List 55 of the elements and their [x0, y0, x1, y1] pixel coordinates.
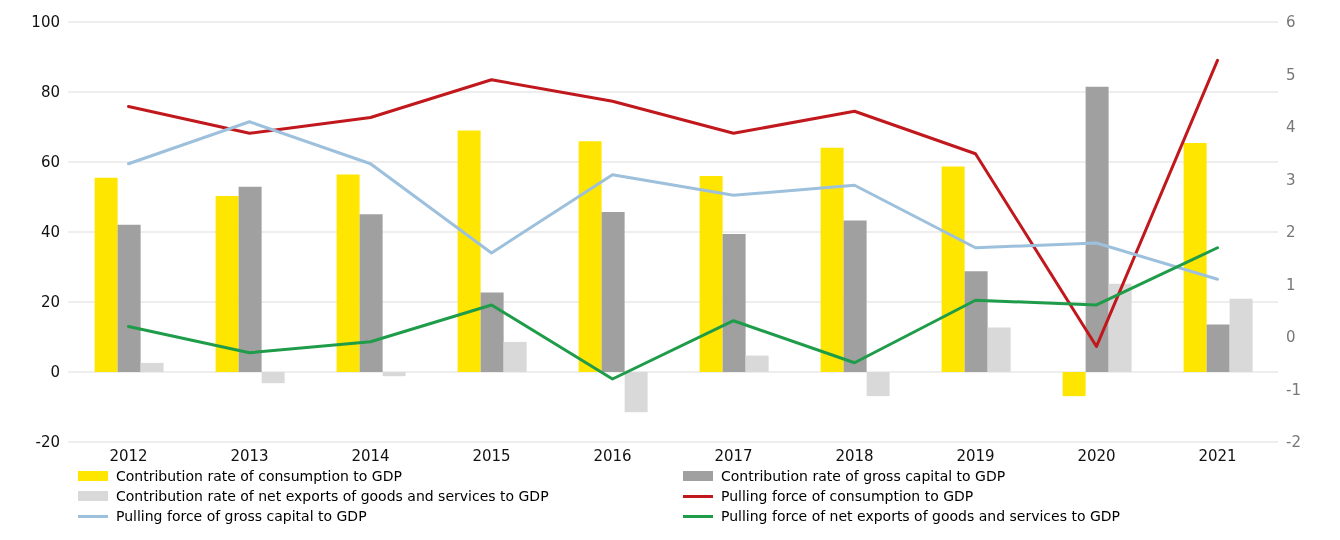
x-tick-label: 2014: [351, 446, 390, 465]
bar: [1085, 86, 1109, 372]
y2-tick-label: 1: [1286, 275, 1296, 294]
bar: [215, 195, 239, 372]
x-tick-label: 2016: [593, 446, 632, 465]
bar: [964, 271, 988, 372]
y2-tick-label: -1: [1286, 380, 1301, 399]
bar: [699, 176, 723, 372]
y2-tick-label: 2: [1286, 223, 1296, 242]
y2-tick-label: 5: [1286, 65, 1296, 84]
y-tick-label: 40: [40, 223, 60, 242]
y-tick-label: 60: [40, 153, 60, 172]
legend-label: Contribution rate of net exports of goods and services to GDP: [116, 488, 549, 504]
y-tick-label: -20: [35, 433, 60, 452]
x-tick-label: 2015: [472, 446, 511, 465]
bar: [1206, 324, 1230, 372]
y-tick-label: 20: [40, 293, 60, 312]
y2-tick-label: 4: [1286, 118, 1296, 137]
line-series: [127, 246, 1219, 381]
bar: [359, 214, 383, 372]
x-tick-label: 2012: [109, 446, 148, 465]
bar: [457, 130, 481, 372]
bar: [1062, 372, 1086, 397]
bar: [941, 166, 965, 372]
x-tick-label: 2017: [714, 446, 753, 465]
bar: [820, 147, 844, 372]
bar: [117, 224, 141, 372]
y2-tick-label: 0: [1286, 328, 1296, 347]
x-tick-label: 2013: [230, 446, 269, 465]
bar: [578, 141, 602, 372]
bar: [601, 212, 625, 372]
y-tick-label: 80: [40, 83, 60, 102]
bar: [336, 174, 360, 372]
legend-label: Contribution rate of consumption to GDP: [116, 468, 402, 484]
legend-label: Contribution rate of gross capital to GDP: [721, 468, 1006, 484]
legend-label: Pulling force of consumption to GDP: [721, 488, 974, 504]
bar: [238, 186, 262, 372]
legend-label: Pulling force of gross capital to GDP: [116, 508, 367, 524]
bar: [1183, 143, 1207, 372]
bar: [480, 292, 504, 372]
bar: [94, 177, 118, 372]
x-tick-label: 2020: [1077, 446, 1116, 465]
bar: [722, 234, 746, 372]
y2-tick-label: -2: [1286, 433, 1301, 452]
line-series: [127, 120, 1219, 281]
x-tick-label: 2021: [1198, 446, 1237, 465]
y2-tick-label: 6: [1286, 13, 1296, 32]
x-tick-label: 2018: [835, 446, 874, 465]
y-tick-label: 100: [31, 13, 60, 32]
bar: [843, 220, 867, 372]
x-tick-label: 2019: [956, 446, 995, 465]
y-tick-label: 0: [50, 363, 60, 382]
y2-tick-label: 3: [1286, 170, 1296, 189]
line-series: [127, 58, 1219, 348]
legend-label: Pulling force of net exports of goods and services to GDP: [721, 508, 1120, 524]
